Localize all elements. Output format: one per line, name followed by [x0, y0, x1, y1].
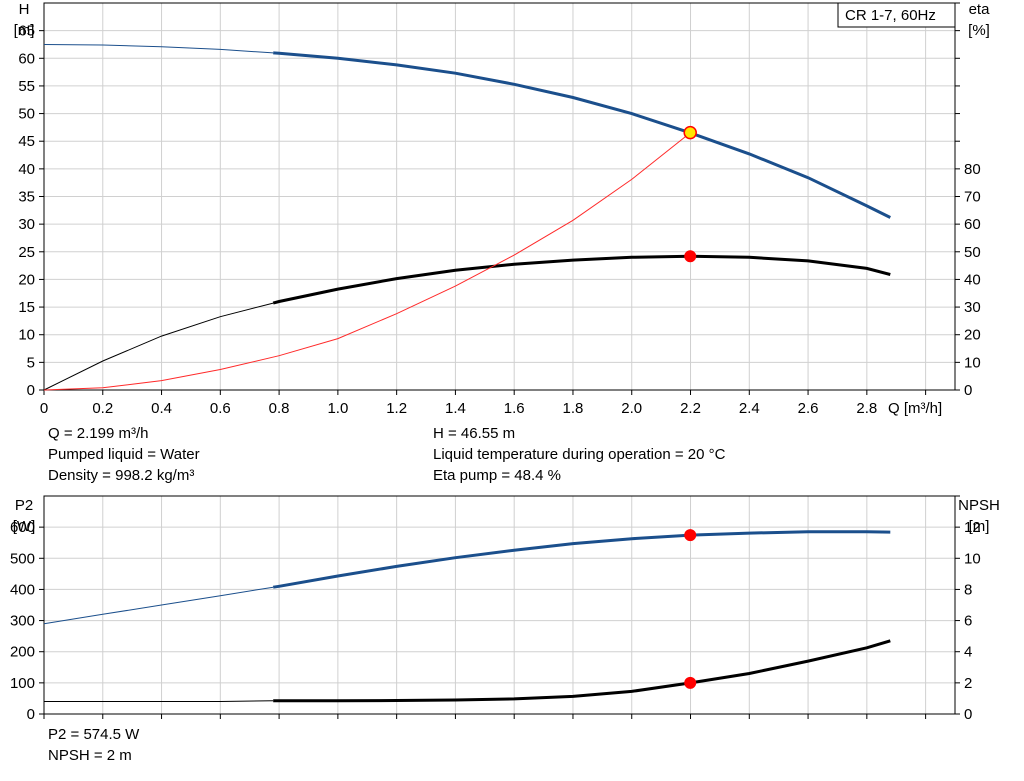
x-tick-label: 1.0	[327, 400, 348, 417]
lower-panel: 0 100 200 300 400 500 600 0 2 4 6 8 10 12 P2 [W] NPSH [m]	[10, 495, 1000, 723]
y-tick-label-left: 0	[27, 706, 35, 723]
y-tick-label-left: 300	[10, 613, 35, 630]
y-tick-label-left: 65	[18, 23, 35, 40]
y-tick-label-right: 50	[964, 244, 981, 261]
y-tick-label-left: 45	[18, 133, 35, 150]
y-tick-label-left: 30	[18, 216, 35, 233]
y-axis-unit-right: [m]	[969, 518, 990, 535]
y-tick-label-left: 600	[10, 519, 35, 536]
x-tick-label: 0.4	[151, 400, 172, 417]
y-axis-unit-left: [m]	[14, 22, 35, 39]
y-tick-label-left: 20	[18, 271, 35, 288]
legend-box	[837, 2, 956, 28]
y-tick-label-left: 100	[10, 675, 35, 692]
pumped-liquid-readout: Pumped liquid = Water	[48, 446, 200, 463]
y-tick-label-right: 30	[964, 299, 981, 316]
x-tick-label: 1.6	[504, 400, 525, 417]
eta-pump-readout: Eta pump = 48.4 %	[433, 467, 561, 484]
y-tick-label-left: 200	[10, 644, 35, 661]
p2-curve	[272, 530, 891, 589]
y-tick-label-left: 15	[18, 299, 35, 316]
y-axis-label-left: H	[19, 1, 30, 18]
legend-label: CR 1-7, 60Hz	[845, 7, 936, 24]
y-tick-label-right: 60	[964, 216, 981, 233]
y-tick-label-right: 10	[964, 354, 981, 371]
x-tick-label: 2.4	[739, 400, 760, 417]
y-tick-label-right: 70	[964, 189, 981, 206]
liquid-temperature-readout: Liquid temperature during operation = 20…	[433, 446, 726, 463]
eta-curve-thin	[43, 302, 274, 391]
y-tick-label-left: 25	[18, 244, 35, 261]
npsh-point	[684, 676, 697, 689]
npsh-curve-thin	[44, 700, 274, 702]
x-tick-label: 2.8	[856, 400, 877, 417]
y-tick-label-right: 12	[964, 519, 981, 536]
y-tick-label-left: 0	[27, 382, 35, 399]
y-tick-label-right: 6	[964, 613, 972, 630]
head-point	[683, 125, 697, 140]
y-tick-label-left: 40	[18, 161, 35, 178]
x-tick-label: 0.8	[269, 400, 290, 417]
head-curve	[273, 51, 891, 219]
y-tick-label-right: 20	[964, 327, 981, 344]
y-tick-label-left: 50	[18, 106, 35, 123]
x-axis-label: Q [m³/h]	[888, 400, 942, 417]
y-tick-label-left: 55	[18, 78, 35, 95]
eta-curve	[272, 254, 891, 305]
y-axis-label-right: eta	[969, 1, 991, 18]
flow-readout: Q = 2.199 m³/h	[48, 425, 149, 442]
y-axis-label-left: P2	[15, 497, 33, 514]
npsh-readout: NPSH = 2 m	[48, 747, 132, 764]
head-curve-thin	[43, 44, 274, 54]
p2-readout: P2 = 574.5 W	[48, 726, 140, 743]
y-tick-label-left: 10	[18, 327, 35, 344]
upper-panel: 0 5 10 15 20 25 30 35 40 45 50 55 60 65 0 10 20 30 40 50 60 7…	[14, 1, 991, 417]
y-tick-label-left: 500	[10, 550, 35, 567]
y-tick-label-left: 35	[18, 189, 35, 206]
head-readout: H = 46.55 m	[433, 425, 516, 442]
lower-info-left: P2 = 574.5 W NPSH = 2 m	[48, 724, 139, 766]
y-tick-label-right: 2	[964, 675, 972, 692]
y-tick-label-right: 0	[964, 382, 972, 399]
eta-point	[684, 250, 697, 263]
y-tick-label-left: 5	[27, 354, 35, 371]
y-tick-label-right: 40	[964, 271, 981, 288]
x-tick-label: 2.0	[621, 400, 642, 417]
y-tick-label-right: 10	[964, 550, 981, 567]
y-tick-label-right: 8	[964, 581, 972, 598]
x-tick-label: 1.4	[445, 400, 466, 417]
upper-info-right: H = 46.55 m Liquid temperature during op…	[433, 423, 725, 486]
upper-info-left: Q = 2.199 m³/h Pumped liquid = Water Den…	[48, 423, 200, 486]
y-axis-unit-left: [W]	[13, 518, 36, 535]
y-tick-label-right: 4	[964, 644, 972, 661]
x-tick-label: 1.8	[563, 400, 584, 417]
x-tick-label: 0.6	[210, 400, 231, 417]
p2-curve-thin	[43, 586, 274, 625]
x-tick-label: 2.2	[680, 400, 701, 417]
x-tick-label: 0	[40, 400, 48, 417]
density-readout: Density = 998.2 kg/m³	[48, 467, 195, 484]
y-axis-label-right: NPSH	[958, 497, 1000, 514]
npsh-curve	[273, 639, 891, 703]
x-tick-label: 1.2	[386, 400, 407, 417]
plot-frame	[43, 495, 956, 715]
series-legend: CR 1-7, 60Hz	[837, 2, 956, 28]
y-axis-unit-right: [%]	[968, 22, 990, 39]
y-tick-label-right: 80	[964, 161, 981, 178]
y-tick-label-left: 60	[18, 50, 35, 67]
y-tick-label-left: 400	[10, 581, 35, 598]
x-tick-label: 0.2	[92, 400, 113, 417]
y-tick-label-right: 0	[964, 706, 972, 723]
x-tick-label: 2.6	[798, 400, 819, 417]
efficiency_curve-curve-thin	[43, 132, 691, 391]
p2-point	[684, 529, 697, 542]
